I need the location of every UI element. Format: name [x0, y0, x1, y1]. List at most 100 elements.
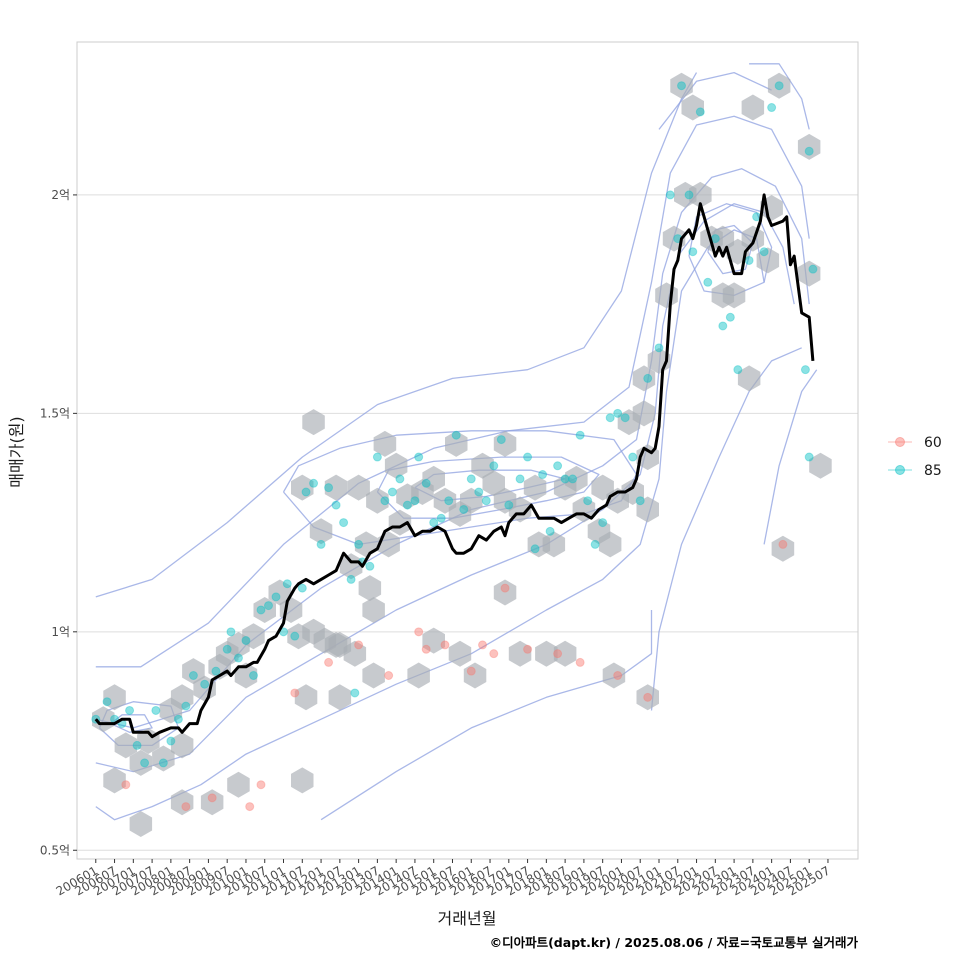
- hexbin-cell: [767, 72, 791, 99]
- scatter-point-85: [140, 758, 150, 768]
- hexbin-cell: [463, 662, 487, 689]
- hexbin-cell: [234, 662, 258, 689]
- hexbin-cell: [681, 94, 704, 121]
- hexbin-cell: [689, 181, 712, 208]
- scatter-point-85: [481, 496, 491, 506]
- hexbin-cell: [328, 684, 352, 711]
- hexbin-cell: [339, 553, 363, 580]
- hexbin-cell: [159, 697, 183, 724]
- scatter-point-60: [181, 802, 191, 812]
- hexbin-cell: [553, 640, 577, 667]
- median-line-layer: [94, 193, 815, 739]
- scatter-point-85: [301, 487, 311, 497]
- scatter-point-60: [575, 657, 585, 667]
- hexbin-cell: [343, 640, 367, 667]
- hexbin-cell: [602, 662, 626, 689]
- hexbin-cell: [388, 509, 412, 536]
- scatter-point-85: [804, 146, 814, 156]
- hexbin-cell: [636, 496, 659, 523]
- hexbin-cell: [384, 452, 408, 479]
- density-contour: [658, 71, 772, 130]
- scatter-point-85: [166, 736, 176, 746]
- scatter-point-85: [613, 408, 623, 418]
- y-tick-label: 0.5억: [40, 843, 70, 857]
- legend-label: 85: [924, 463, 942, 479]
- legend: 60 85: [888, 435, 942, 479]
- scatter-point-85: [387, 487, 397, 497]
- scatter-point-85: [331, 500, 341, 510]
- scatter-point-85: [568, 474, 578, 484]
- scatter-point-85: [309, 478, 319, 488]
- hexbin-cell: [565, 465, 588, 492]
- scatter-point-85: [200, 679, 210, 689]
- hexbin-cell: [291, 474, 314, 501]
- scatter-point-85: [451, 430, 461, 440]
- scatter-point-60: [384, 671, 394, 681]
- scatter-point-85: [132, 740, 142, 750]
- scatter-point-85: [372, 452, 382, 462]
- caption: ©디아파트(dapt.kr) / 2025.08.06 / 자료=국토교통부 실…: [490, 935, 859, 950]
- scatter-point-85: [102, 697, 112, 707]
- hexbin-cell: [129, 749, 153, 776]
- hexbin-cell: [535, 640, 558, 667]
- hexbin-cell: [632, 365, 656, 392]
- hexbin-cell: [268, 579, 291, 606]
- hexbin-cell: [471, 452, 494, 479]
- scatter-point-85: [684, 190, 694, 200]
- scatter-point-85: [774, 81, 784, 91]
- y-tick-label: 1억: [51, 625, 70, 639]
- hexbin-cell: [422, 465, 445, 492]
- scatter-point-85: [125, 705, 135, 715]
- hexbin-cell: [309, 518, 333, 545]
- hexbin-cell: [358, 575, 382, 602]
- scatter-point-85: [703, 277, 713, 287]
- scatter-point-85: [316, 539, 326, 549]
- density-contour: [95, 72, 698, 598]
- scatter-point-85: [350, 688, 360, 698]
- scatter-point-85: [444, 496, 454, 506]
- hexbin-cell: [103, 684, 126, 711]
- hexbin-cell: [493, 430, 517, 457]
- scatter-point-85: [297, 583, 307, 593]
- scatter-point-85: [324, 483, 334, 493]
- hexbin-cell: [632, 400, 656, 427]
- scatter-point-85: [718, 321, 728, 331]
- scatter-point-85: [290, 631, 300, 641]
- scatter-point-60: [290, 688, 300, 698]
- scatter-point-85: [263, 601, 273, 611]
- scatter-point-85: [767, 103, 777, 113]
- hexbin-cell: [362, 597, 385, 623]
- hexbin-cell: [103, 767, 126, 794]
- scatter-point-85: [421, 478, 431, 488]
- scatter-point-85: [628, 452, 638, 462]
- scatter-point-60: [778, 539, 788, 549]
- scatter-point-60: [613, 671, 623, 681]
- scatter-point-85: [256, 605, 266, 615]
- scatter-point-85: [654, 343, 664, 353]
- scatter-point-85: [188, 671, 198, 681]
- hexbin-cell: [170, 732, 194, 759]
- hexbin-cell: [493, 579, 517, 606]
- hexbin-cell: [152, 745, 175, 772]
- scatter-point-85: [643, 373, 653, 383]
- scatter-point-85: [575, 430, 585, 440]
- scatter-point-85: [538, 470, 548, 480]
- scatter-point-60: [245, 802, 255, 812]
- scatter-point-85: [677, 81, 687, 91]
- scatter-point-85: [496, 435, 506, 445]
- scatter-point-85: [354, 539, 364, 549]
- hexbin-cell: [242, 623, 265, 650]
- scatter-point-60: [478, 640, 488, 650]
- scatter-point-85: [151, 705, 161, 715]
- hexbin-cell: [621, 479, 644, 505]
- hexbin-cell: [756, 247, 780, 274]
- hexbin-cell: [347, 474, 370, 501]
- legend-key-point: [895, 437, 905, 447]
- scatter-point-85: [598, 518, 608, 528]
- density-contour: [320, 610, 653, 821]
- scatter-point-85: [504, 500, 514, 510]
- scatter-point-85: [395, 474, 405, 484]
- scatter-point-60: [500, 583, 510, 593]
